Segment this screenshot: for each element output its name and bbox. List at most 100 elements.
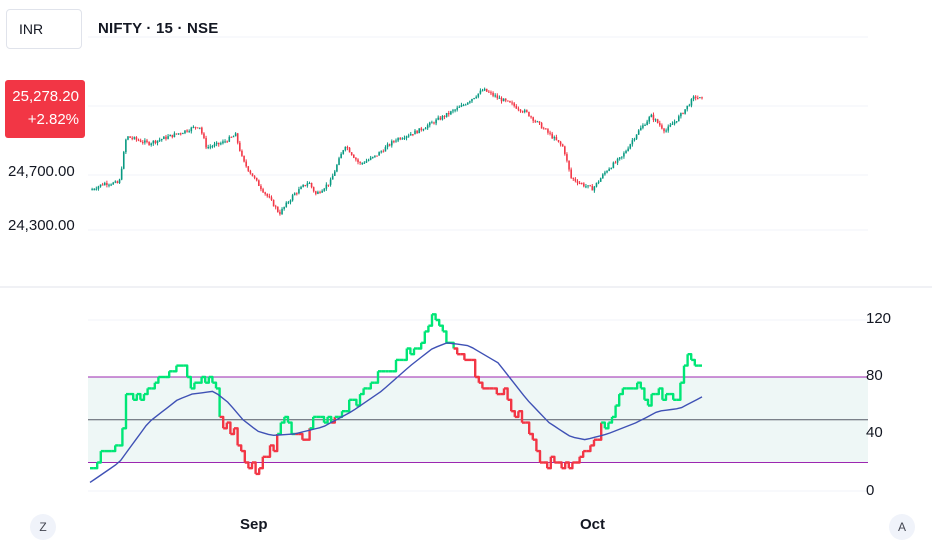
candle-body [424, 128, 427, 130]
candle-body [606, 170, 608, 173]
candle-body [171, 134, 174, 138]
oscillator-segment [590, 439, 596, 447]
candle-body [97, 186, 100, 189]
candle-body [549, 132, 551, 134]
oscillator-segment [367, 382, 372, 390]
oscillator-segment [284, 415, 290, 423]
candle-body [608, 168, 610, 171]
candle-body [473, 98, 475, 100]
candle-body [614, 162, 617, 164]
oscillator-segment [266, 445, 272, 458]
indicator-axis-label: 40 [866, 424, 883, 441]
candle-body [677, 116, 680, 122]
oscillator-segment [403, 348, 408, 362]
oscillator-segment [658, 387, 664, 400]
candle-body [323, 188, 326, 191]
candle-body [207, 147, 209, 149]
oscillator-segment [183, 364, 189, 377]
oscillator-segment [320, 415, 326, 423]
candle-body [108, 184, 110, 186]
candle-body [192, 126, 195, 128]
oscillator-segment [417, 342, 423, 350]
candle-body [182, 133, 184, 135]
candle-body [610, 167, 613, 169]
indicator-axis-label: 80 [866, 367, 883, 384]
candle-body [500, 97, 503, 102]
last-price: 25,278.20 [12, 88, 79, 105]
candle-body [312, 187, 315, 192]
candle-body [547, 129, 549, 133]
signal-line [89, 342, 703, 483]
candle-body [388, 144, 391, 146]
candle-body [319, 191, 321, 193]
time-axis-label: Oct [580, 516, 606, 533]
oscillator-segment [190, 382, 196, 390]
candle-body [306, 183, 309, 186]
oscillator-segment [248, 462, 254, 470]
candle-body [680, 113, 682, 117]
candle-body [526, 110, 528, 112]
z-button[interactable]: Z [30, 514, 56, 540]
candle-body [661, 125, 663, 129]
oscillator-segment [298, 432, 304, 440]
candle-body [369, 157, 372, 160]
candle-body [186, 130, 188, 132]
oscillator-segment [352, 398, 358, 406]
candle-body [409, 134, 412, 136]
candle-body [515, 105, 518, 109]
candle-body [260, 185, 262, 190]
oscillator-segment [612, 405, 617, 419]
oscillator-segment [511, 410, 516, 417]
candle-body [188, 131, 190, 133]
candle-body [701, 97, 703, 99]
candle-body [395, 140, 397, 142]
candle-body [116, 181, 119, 184]
candle-body [220, 143, 222, 145]
candle-body [621, 156, 623, 158]
oscillator-segment [439, 324, 444, 332]
candle-body [671, 123, 674, 125]
candle-body [542, 128, 545, 130]
candle-body [471, 99, 473, 102]
candle-body [633, 138, 636, 141]
candle-body [654, 119, 657, 121]
oscillator-segment [237, 444, 243, 452]
oscillator-segment [118, 428, 124, 447]
oscillator-segment [345, 399, 351, 413]
candle-body [393, 141, 395, 143]
candles-layer [91, 87, 703, 216]
candle-body [445, 112, 448, 117]
oscillator-segment [460, 353, 466, 360]
oscillator-segment [226, 421, 232, 434]
oscillator-segment [561, 462, 567, 470]
oscillator-segment [500, 388, 506, 396]
candle-body [534, 120, 537, 122]
candle-body [612, 162, 615, 168]
currency-selector[interactable]: INR [6, 9, 82, 49]
candle-body [342, 150, 345, 154]
candle-body [226, 141, 228, 143]
oscillator-segment [558, 461, 563, 469]
candle-body [230, 136, 233, 138]
candle-body [475, 96, 477, 99]
candle-body [540, 122, 543, 129]
candle-body [376, 155, 378, 157]
oscillator-segment [280, 416, 286, 424]
auto-scale-button[interactable]: A [889, 514, 915, 540]
candle-body [270, 197, 273, 200]
candle-body [209, 146, 212, 148]
oscillator-segment [392, 359, 398, 373]
oscillator-segment [565, 461, 570, 469]
candle-body [422, 129, 425, 131]
candle-body [215, 142, 218, 145]
candle-body [570, 169, 572, 178]
candle-body [262, 189, 264, 193]
candle-body [112, 182, 115, 185]
candle-body [488, 91, 490, 93]
currency-label: INR [19, 21, 44, 37]
candle-body [673, 121, 676, 124]
candle-body [692, 96, 695, 100]
candle-body [384, 147, 387, 152]
oscillator-segment [172, 365, 178, 373]
